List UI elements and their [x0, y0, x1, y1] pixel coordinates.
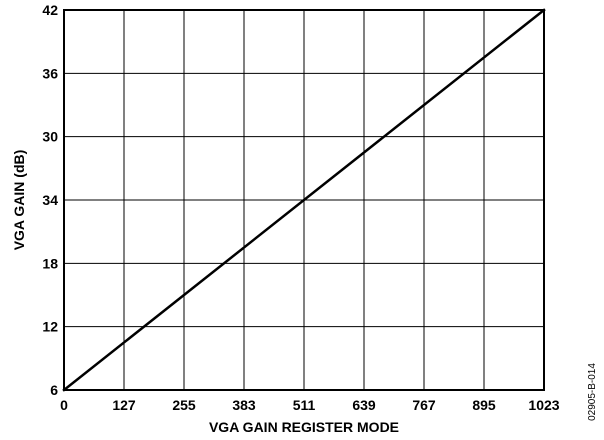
- y-tick-label: 34: [42, 192, 58, 208]
- series-layer: [62, 8, 546, 392]
- x-tick-label: 511: [293, 397, 316, 413]
- y-tick-label: 6: [50, 382, 58, 398]
- figure-code: 02905-B-014: [587, 363, 598, 421]
- x-tick-label: 383: [232, 397, 256, 413]
- y-tick-label: 42: [42, 2, 58, 18]
- tick-label-layer: 0 127 255 383 511 639 767 895 1023 6 12 18 34 30 36 42: [42, 2, 559, 413]
- y-tick-label: 36: [42, 65, 58, 81]
- plot-frame: [63, 9, 545, 391]
- x-tick-label: 767: [412, 397, 436, 413]
- x-tick-label: 895: [472, 397, 496, 413]
- x-tick-label: 255: [172, 397, 196, 413]
- y-axis-title: VGA GAIN (dB): [11, 150, 27, 251]
- grid-layer: [64, 10, 544, 390]
- y-tick-label: 12: [42, 319, 58, 335]
- series-line-1: [62, 8, 546, 392]
- x-tick-label: 1023: [528, 397, 559, 413]
- y-tick-label: 18: [42, 255, 58, 271]
- x-tick-label: 0: [60, 397, 68, 413]
- x-axis-title: VGA GAIN REGISTER MODE: [209, 419, 399, 435]
- x-tick-label: 639: [352, 397, 376, 413]
- y-tick-label: 30: [42, 129, 58, 145]
- x-tick-label: 127: [112, 397, 136, 413]
